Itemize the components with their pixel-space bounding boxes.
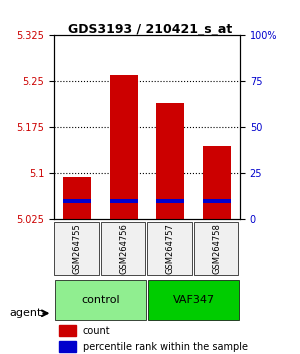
Bar bbox=[203, 199, 231, 203]
Text: GSM264758: GSM264758 bbox=[212, 223, 221, 274]
Text: count: count bbox=[83, 326, 110, 336]
FancyBboxPatch shape bbox=[54, 222, 99, 275]
Text: control: control bbox=[81, 295, 120, 305]
Text: agent: agent bbox=[9, 308, 41, 318]
FancyBboxPatch shape bbox=[147, 222, 192, 275]
Bar bbox=[59, 341, 76, 353]
Bar bbox=[156, 199, 184, 203]
Bar bbox=[59, 325, 76, 336]
FancyBboxPatch shape bbox=[55, 280, 146, 320]
FancyBboxPatch shape bbox=[148, 280, 239, 320]
Text: GSM264755: GSM264755 bbox=[73, 223, 82, 274]
Bar bbox=[203, 146, 231, 219]
Text: percentile rank within the sample: percentile rank within the sample bbox=[83, 342, 248, 352]
Bar bbox=[156, 103, 184, 219]
Text: VAF347: VAF347 bbox=[172, 295, 214, 305]
Bar bbox=[110, 199, 138, 203]
Bar bbox=[110, 75, 138, 219]
Bar bbox=[63, 177, 91, 219]
FancyBboxPatch shape bbox=[100, 222, 145, 275]
FancyBboxPatch shape bbox=[194, 222, 238, 275]
Bar bbox=[63, 199, 91, 203]
Text: GSM264756: GSM264756 bbox=[119, 223, 128, 274]
Text: GDS3193 / 210421_s_at: GDS3193 / 210421_s_at bbox=[68, 23, 232, 36]
Text: GSM264757: GSM264757 bbox=[166, 223, 175, 274]
